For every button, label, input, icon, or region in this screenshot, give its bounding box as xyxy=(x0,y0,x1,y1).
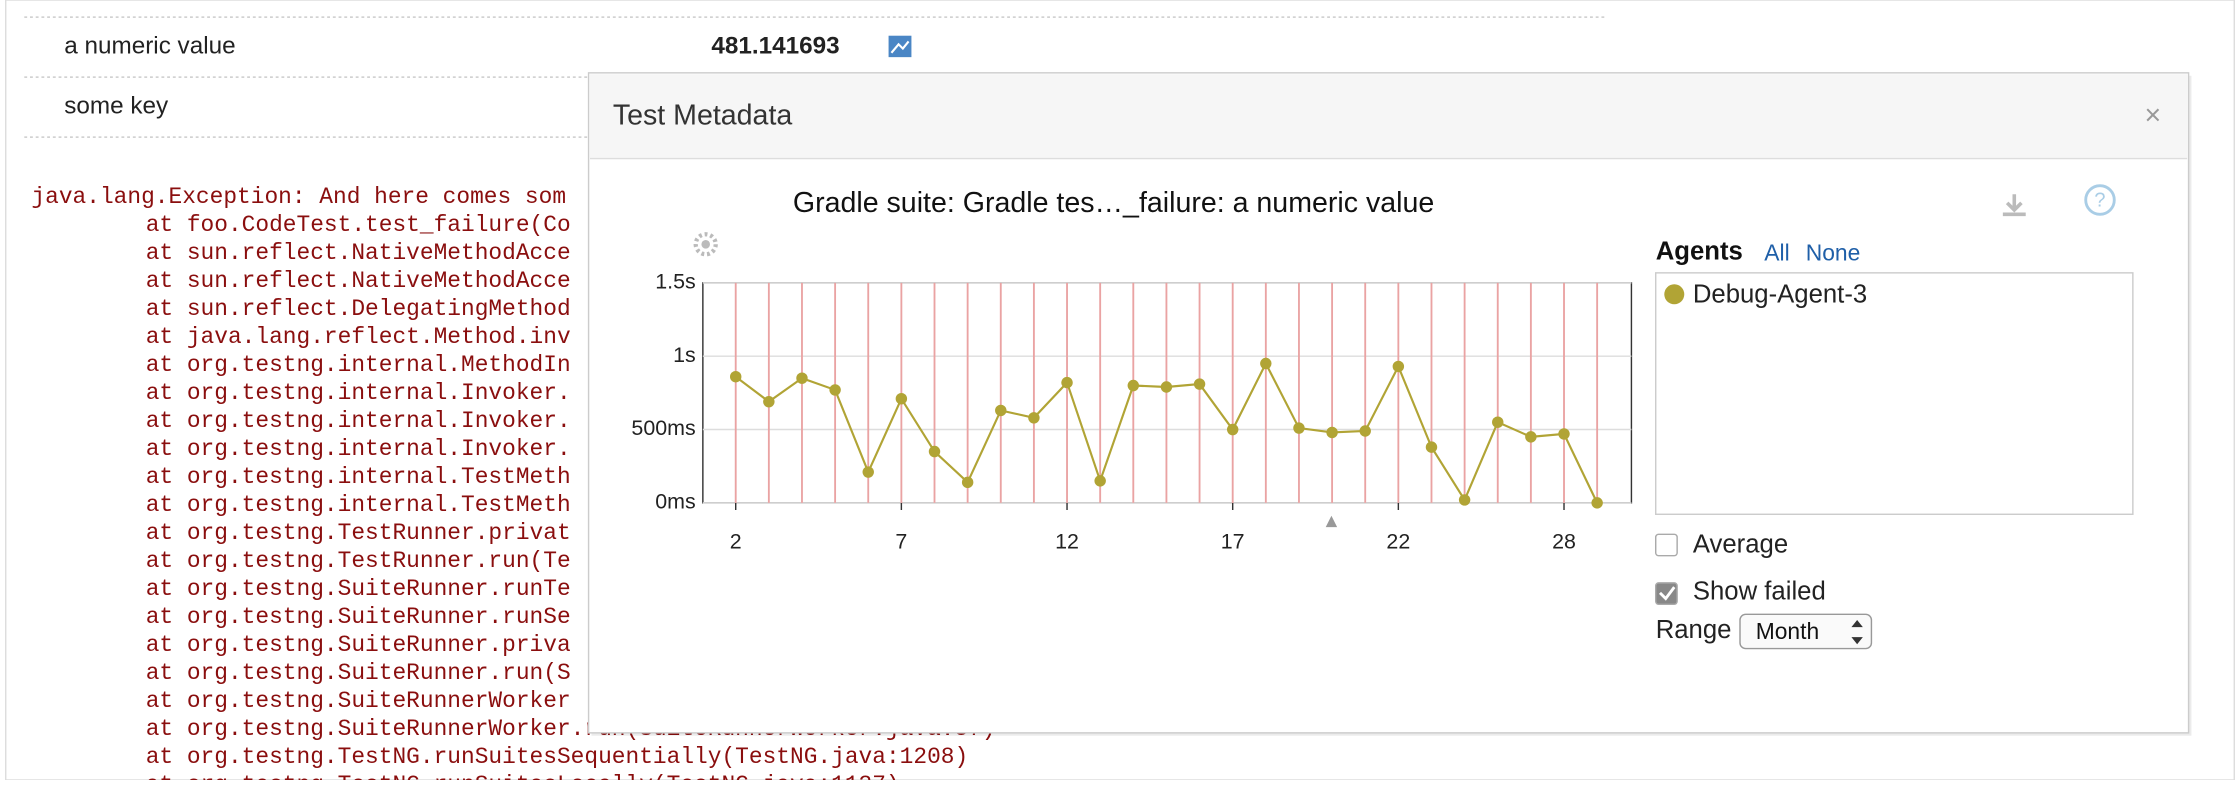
data-point xyxy=(829,384,841,396)
chart-title: Gradle suite: Gradle tes…_failure: a num… xyxy=(793,187,1434,219)
current-marker xyxy=(1325,515,1338,528)
data-point xyxy=(1028,412,1040,424)
settings-icon-center xyxy=(701,240,710,249)
row-value: 481.141693 xyxy=(711,33,839,60)
average-checkbox[interactable] xyxy=(1655,533,1678,557)
chart-icon-glyph xyxy=(890,40,910,54)
data-point xyxy=(862,466,874,478)
data-point xyxy=(1492,416,1504,428)
data-point xyxy=(1061,376,1073,389)
stacktrace-line: at org.testng.TestNG.runSuitesLocally(Te… xyxy=(146,772,900,780)
stacktrace-line: at sun.reflect.NativeMethodAcce xyxy=(146,268,571,294)
data-point xyxy=(1458,494,1471,506)
dialog-title: Test Metadata xyxy=(613,100,793,132)
range-value: Month xyxy=(1756,618,1820,644)
agents-label: Agents xyxy=(1656,238,1743,266)
x-tick-label: 17 xyxy=(1221,530,1245,554)
stacktrace-line: at org.testng.internal.Invoker. xyxy=(146,408,571,434)
stacktrace-line: at org.testng.internal.TestMeth xyxy=(146,492,571,518)
x-tick-label: 28 xyxy=(1552,530,1576,554)
dialog: Test Metadata × Gradle suite: Gradle tes… xyxy=(587,72,2192,736)
range-label: Range xyxy=(1656,616,1732,644)
stacktrace-line: at org.testng.internal.MethodIn xyxy=(146,352,571,378)
x-tick-label: 22 xyxy=(1386,530,1410,554)
settings-icon[interactable] xyxy=(693,232,718,257)
x-tick-label: 12 xyxy=(1055,530,1079,554)
download-icon[interactable] xyxy=(2002,194,2026,217)
stacktrace-line: at org.testng.internal.Invoker. xyxy=(146,436,571,462)
stacktrace-line: at foo.CodeTest.test_failure(Co xyxy=(146,212,571,238)
data-point xyxy=(1226,423,1239,436)
data-point xyxy=(1392,360,1405,373)
data-point xyxy=(1558,428,1570,440)
check-mark xyxy=(1658,586,1676,601)
stacktrace-line: at org.testng.SuiteRunner.priva xyxy=(146,632,571,658)
data-point xyxy=(1193,378,1206,390)
y-tick-label: 0ms xyxy=(655,490,695,514)
stacktrace-line: at org.testng.internal.Invoker. xyxy=(146,380,571,406)
show-failed-label: Show failed xyxy=(1693,578,1826,606)
data-point xyxy=(1359,425,1371,437)
stacktrace-line: at java.lang.reflect.Method.inv xyxy=(146,324,571,350)
data-point xyxy=(1326,426,1338,439)
data-point xyxy=(995,404,1007,417)
data-point xyxy=(895,393,908,405)
stacktrace-line: java.lang.Exception: And here comes som xyxy=(31,184,566,210)
select-none[interactable]: None xyxy=(1806,239,1861,265)
data-point xyxy=(1591,497,1603,509)
stacktrace-line: at org.testng.TestRunner.privat xyxy=(146,520,571,546)
close-button[interactable]: × xyxy=(2145,100,2162,132)
x-tick-label: 2 xyxy=(730,530,742,554)
stacktrace-line: at sun.reflect.NativeMethodAcce xyxy=(146,240,571,266)
stacktrace-line: at sun.reflect.DelegatingMethod xyxy=(146,296,571,322)
legend-swatch xyxy=(1664,284,1685,305)
help-icon[interactable] xyxy=(2084,184,2116,216)
average-label: Average xyxy=(1693,531,1788,559)
data-point xyxy=(1094,475,1106,487)
row-key: a numeric value xyxy=(64,33,235,60)
data-point xyxy=(961,476,974,489)
legend-label[interactable]: Debug-Agent-3 xyxy=(1693,281,1867,309)
stacktrace-line: at org.testng.TestRunner.run(Te xyxy=(146,548,571,574)
data-point xyxy=(928,445,941,458)
data-point xyxy=(1127,379,1140,392)
data-point xyxy=(1425,441,1438,453)
stacktrace-line: at org.testng.SuiteRunner.runSe xyxy=(146,604,571,630)
select-all[interactable]: All xyxy=(1764,239,1789,265)
data-point xyxy=(1160,381,1173,393)
stacktrace-line: at org.testng.SuiteRunnerWorker xyxy=(146,688,571,714)
dialog-header xyxy=(590,74,2188,159)
row-key: some key xyxy=(64,93,169,120)
data-point xyxy=(1260,357,1272,370)
y-tick-label: 500ms xyxy=(631,416,695,440)
help-icon-glyph: ? xyxy=(2094,190,2105,212)
data-point xyxy=(730,371,742,383)
y-tick-label: 1.5s xyxy=(655,270,695,294)
stacktrace-line: at org.testng.SuiteRunner.run(S xyxy=(146,660,571,686)
stacktrace-line: at org.testng.TestNG.runSuitesSequential… xyxy=(146,744,969,770)
stacktrace-line: at org.testng.internal.TestMeth xyxy=(146,464,571,490)
show-failed-checkbox[interactable] xyxy=(1655,582,1678,605)
select-arrows xyxy=(1851,620,1863,645)
range-select[interactable] xyxy=(1739,613,1873,650)
agents-list xyxy=(1655,272,2134,515)
data-point xyxy=(1525,431,1537,443)
data-point xyxy=(763,395,775,408)
data-point xyxy=(796,372,808,384)
stacktrace-line: at org.testng.SuiteRunner.runTe xyxy=(146,576,571,602)
data-point xyxy=(1293,422,1305,434)
chart: 0ms 500ms 1s 1.5s 2 7 12 17 22 28 xyxy=(631,270,1632,554)
y-tick-label: 1s xyxy=(673,343,696,367)
x-tick-label: 7 xyxy=(895,530,907,554)
